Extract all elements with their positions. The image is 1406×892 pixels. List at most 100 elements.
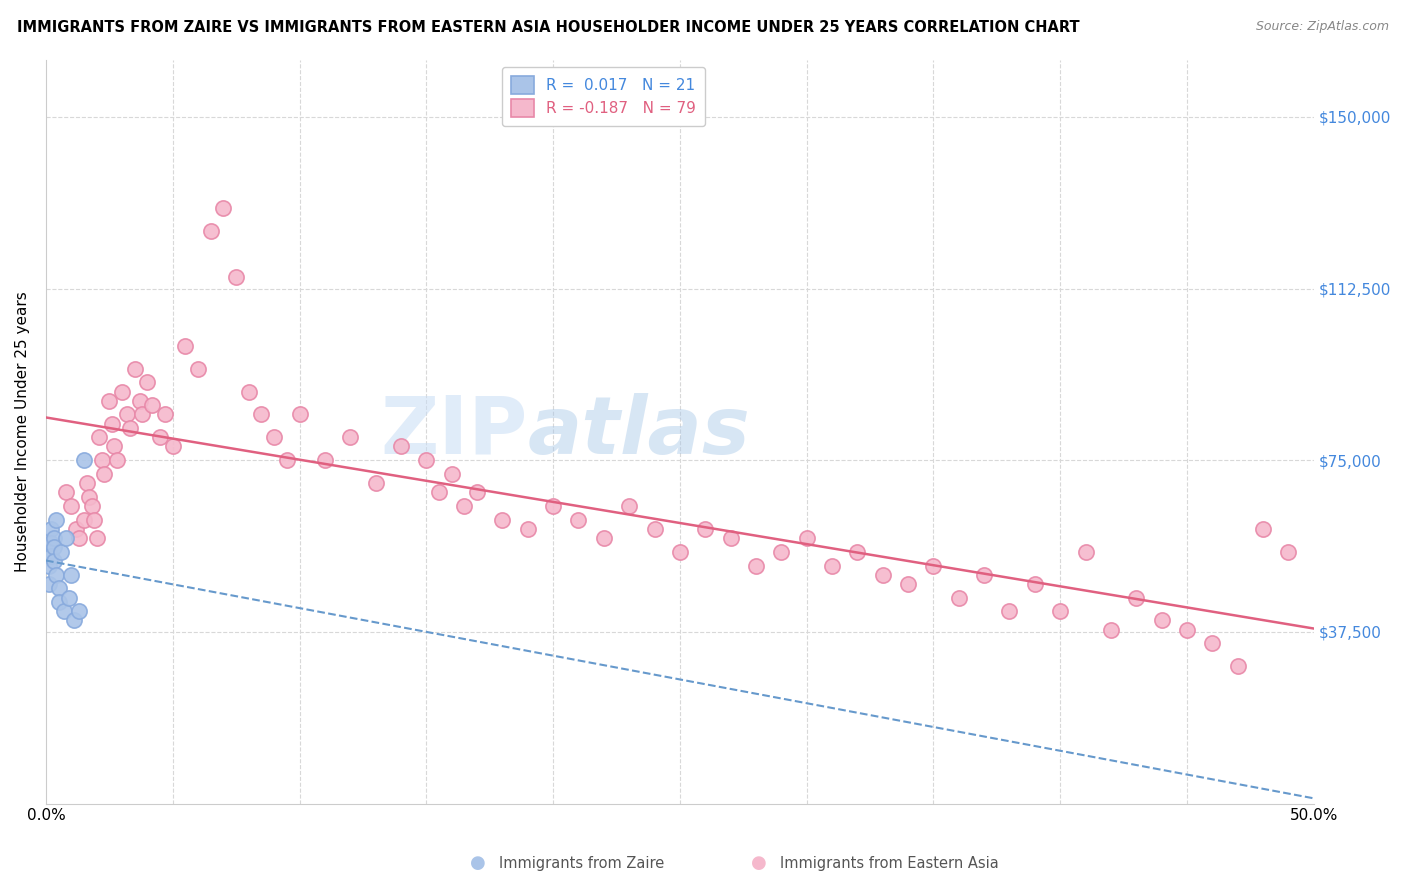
Point [872,567,894,582]
Point [51,545,73,559]
Point [73,513,96,527]
Point [55,531,77,545]
Point [720,531,742,545]
Point [136,376,159,390]
Point [65,522,87,536]
Point [42,540,65,554]
Point [80,499,103,513]
Point [55,485,77,500]
Point [796,531,818,545]
Point [592,531,614,545]
Point [83,513,105,527]
Point [90,453,112,467]
Point [118,421,141,435]
Point [149,430,172,444]
Point [115,408,138,422]
Text: ZIP: ZIP [381,392,527,471]
Point [48,595,70,609]
Point [162,440,184,454]
Point [111,384,134,399]
Point [288,408,311,422]
Point [1226,659,1249,673]
Y-axis label: Householder Income Under 25 years: Householder Income Under 25 years [15,291,30,572]
Point [86,531,108,545]
Point [1201,636,1223,650]
Point [339,430,361,444]
Point [415,453,437,467]
Text: ●: ● [470,855,486,872]
Legend: R =  0.017   N = 21, R = -0.187   N = 79: R = 0.017 N = 21, R = -0.187 N = 79 [502,67,706,126]
Text: Source: ZipAtlas.com: Source: ZipAtlas.com [1256,20,1389,33]
Point [1251,522,1274,536]
Point [745,558,768,573]
Point [45,513,67,527]
Point [427,485,450,500]
Point [105,453,128,467]
Point [38,558,60,573]
Point [39,549,62,564]
Text: IMMIGRANTS FROM ZAIRE VS IMMIGRANTS FROM EASTERN ASIA HOUSEHOLDER INCOME UNDER 2: IMMIGRANTS FROM ZAIRE VS IMMIGRANTS FROM… [17,20,1080,35]
Point [973,567,995,582]
Point [364,476,387,491]
Point [453,499,475,513]
Point [1099,623,1122,637]
Point [922,558,945,573]
Point [1049,604,1071,618]
Point [52,604,75,618]
Point [48,582,70,596]
Text: Immigrants from Eastern Asia: Immigrants from Eastern Asia [780,856,1000,871]
Point [89,430,111,444]
Point [200,224,222,238]
Point [60,499,83,513]
Point [567,513,589,527]
Point [263,430,285,444]
Point [128,393,150,408]
Point [250,408,273,422]
Point [1277,545,1299,559]
Point [76,476,98,491]
Point [42,531,65,545]
Text: ●: ● [751,855,768,872]
Point [617,499,640,513]
Point [98,393,121,408]
Point [42,554,65,568]
Point [516,522,538,536]
Point [63,614,86,628]
Text: atlas: atlas [527,392,751,471]
Point [770,545,793,559]
Point [1024,577,1046,591]
Point [153,408,176,422]
Point [1074,545,1097,559]
Point [67,604,90,618]
Point [58,591,80,605]
Point [38,577,60,591]
Point [1150,614,1173,628]
Point [1175,623,1198,637]
Point [124,361,146,376]
Point [238,384,260,399]
Point [669,545,692,559]
Point [77,490,100,504]
Point [998,604,1021,618]
Point [846,545,869,559]
Point [276,453,298,467]
Point [101,417,124,431]
Point [39,535,62,549]
Point [212,202,235,216]
Point [60,567,83,582]
Point [644,522,666,536]
Point [440,467,463,481]
Point [103,440,125,454]
Point [821,558,844,573]
Point [491,513,513,527]
Point [73,453,96,467]
Point [948,591,970,605]
Point [39,522,62,536]
Point [1125,591,1147,605]
Point [67,531,90,545]
Point [465,485,488,500]
Point [897,577,920,591]
Point [45,567,67,582]
Point [93,467,115,481]
Point [141,398,163,412]
